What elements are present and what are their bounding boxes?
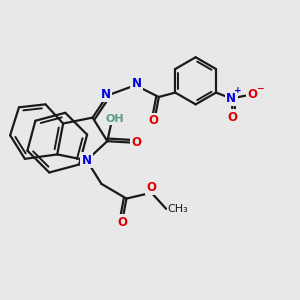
Text: N: N — [101, 88, 111, 100]
Text: O: O — [117, 216, 127, 229]
Text: O: O — [132, 136, 142, 149]
Text: CH₃: CH₃ — [168, 204, 188, 214]
Text: O: O — [248, 88, 257, 101]
Text: N: N — [226, 92, 236, 105]
Text: O: O — [146, 181, 157, 194]
Text: O: O — [228, 111, 238, 124]
Text: OH: OH — [106, 114, 124, 124]
Text: N: N — [132, 77, 142, 90]
Text: O: O — [148, 114, 158, 127]
Text: N: N — [82, 154, 92, 167]
Text: +: + — [234, 86, 242, 95]
Text: −: − — [256, 84, 264, 93]
